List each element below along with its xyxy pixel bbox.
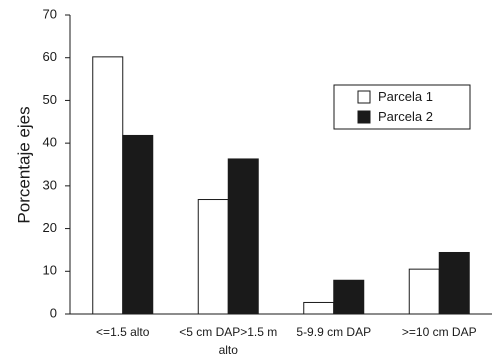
x-tick-label: <5 cm DAP>1.5 m: [179, 325, 277, 339]
x-tick-label: <=1.5 alto: [96, 325, 150, 339]
legend-box: [333, 84, 471, 130]
bar-parcela-1-3: [408, 268, 440, 315]
x-tick-label: 5-9.9 cm DAP: [296, 325, 371, 339]
bar-parcela-1-0: [92, 56, 124, 315]
legend-swatch-parcela-1: [357, 90, 371, 104]
y-tick-label: 30: [43, 177, 57, 192]
legend-label-parcela-2: Parcela 2: [378, 109, 433, 124]
y-ticks: 0 10 20 30 40 50 60 70: [43, 6, 70, 320]
y-tick-label: 70: [43, 6, 57, 21]
bars: [92, 56, 470, 315]
x-tick-label: alto: [219, 343, 239, 357]
bar-parcela-1-2: [303, 301, 335, 315]
y-tick-label: 50: [43, 92, 57, 107]
bar-parcela-2-0: [122, 134, 154, 315]
legend-swatch-parcela-2: [357, 110, 371, 124]
x-tick-label: >=10 cm DAP: [402, 325, 477, 339]
legend-label-parcela-1: Parcela 1: [378, 89, 433, 104]
y-tick-label: 20: [43, 220, 57, 235]
y-tick-label: 10: [43, 263, 57, 278]
bar-parcela-2-3: [438, 251, 470, 315]
y-tick-label: 0: [50, 305, 57, 320]
legend: Parcela 1 Parcela 2: [333, 84, 471, 130]
bar-parcela-1-1: [197, 199, 229, 315]
y-tick-label: 40: [43, 135, 57, 150]
y-tick-label: 60: [43, 49, 57, 64]
y-axis-label: Porcentaje ejes: [14, 106, 33, 223]
x-tick-labels: <=1.5 alto <5 cm DAP>1.5 m alto 5-9.9 cm DA…: [96, 325, 477, 357]
bar-parcela-2-2: [333, 279, 365, 315]
bar-parcela-2-1: [227, 158, 259, 315]
